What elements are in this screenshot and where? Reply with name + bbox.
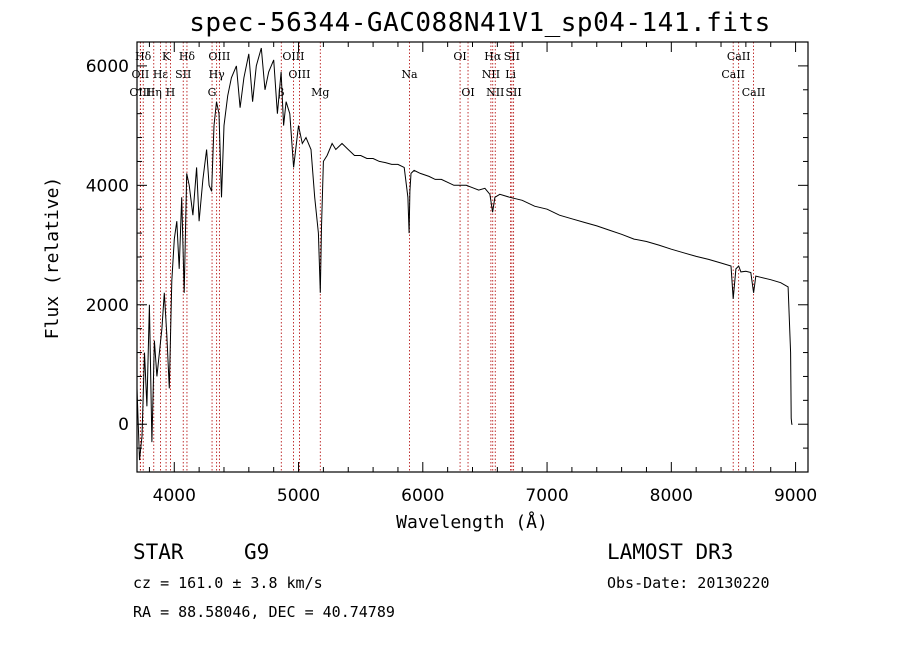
- x-tick-label: 8000: [650, 486, 693, 506]
- object-subclass: G9: [244, 540, 270, 564]
- x-axis-label: Wavelength (Å): [396, 511, 548, 533]
- spectral-line-label: Hη: [146, 86, 162, 99]
- survey-name: LAMOST DR3: [607, 540, 734, 564]
- spectral-line-label: Hγ: [209, 68, 226, 81]
- spectral-line-label: CaII: [727, 50, 751, 63]
- x-tick-label: 5000: [277, 486, 320, 506]
- flux-line: [136, 47, 793, 461]
- spectral-line-label: OIII: [288, 68, 310, 81]
- spectral-line-label: OIII: [129, 86, 151, 99]
- spectral-line-label: OI: [461, 86, 474, 99]
- plot-frame: [136, 41, 809, 473]
- spectral-line-label: SII: [504, 50, 520, 63]
- spectral-line-label: OII: [131, 68, 149, 81]
- spectral-line-label: CaII: [742, 86, 766, 99]
- y-axis-label: Flux (relative): [42, 177, 63, 340]
- spectral-line-label: Hα: [484, 50, 502, 63]
- spectral-line-label: OIII: [282, 50, 304, 63]
- spectral-line-label: H: [166, 86, 176, 99]
- spectral-line-label: Hε: [153, 68, 169, 81]
- spectral-line-label: OIII: [208, 50, 230, 63]
- spectral-line-label: Hδ: [179, 50, 196, 63]
- spectral-line-label: NII: [486, 86, 504, 99]
- obs-date: Obs-Date: 20130220: [607, 574, 770, 592]
- x-tick-label: 9000: [774, 486, 817, 506]
- spectral-line-label: CaII: [721, 68, 745, 81]
- velocity-readout: cz = 161.0 ± 3.8 km/s: [133, 574, 323, 592]
- y-tick-label: 6000: [86, 57, 129, 77]
- chart-title: spec-56344-GAC088N41V1_sp04-141.fits: [189, 8, 771, 38]
- spectral-line-label: Mg: [311, 86, 329, 99]
- spectral-line-label: β: [278, 86, 284, 99]
- y-tick-label: 0: [118, 415, 129, 435]
- coordinates-readout: RA = 88.58046, DEC = 40.74789: [133, 603, 395, 621]
- spectral-line-label: Li: [505, 68, 516, 81]
- spectral-line-label: G: [208, 86, 217, 99]
- spectral-line-label: NII: [482, 68, 500, 81]
- spectral-line-label: OI: [453, 50, 466, 63]
- y-tick-label: 2000: [86, 296, 129, 316]
- x-tick-label: 7000: [525, 486, 568, 506]
- object-class: STAR: [133, 540, 184, 564]
- y-tick-label: 4000: [86, 176, 129, 196]
- spectral-line-label: Hδ: [135, 50, 152, 63]
- x-tick-label: 4000: [153, 486, 196, 506]
- spectral-line-markers: [139, 42, 754, 472]
- x-tick-label: 6000: [401, 486, 444, 506]
- x-axis: 4000 5000 6000 7000 8000 9000: [148, 42, 817, 506]
- spectral-line-label: K: [162, 50, 171, 63]
- spectral-line-label: SII: [506, 86, 522, 99]
- y-axis: 0 2000 4000 6000: [86, 41, 808, 473]
- spectral-line-label: Na: [401, 68, 418, 81]
- spectral-line-label: SII: [175, 68, 191, 81]
